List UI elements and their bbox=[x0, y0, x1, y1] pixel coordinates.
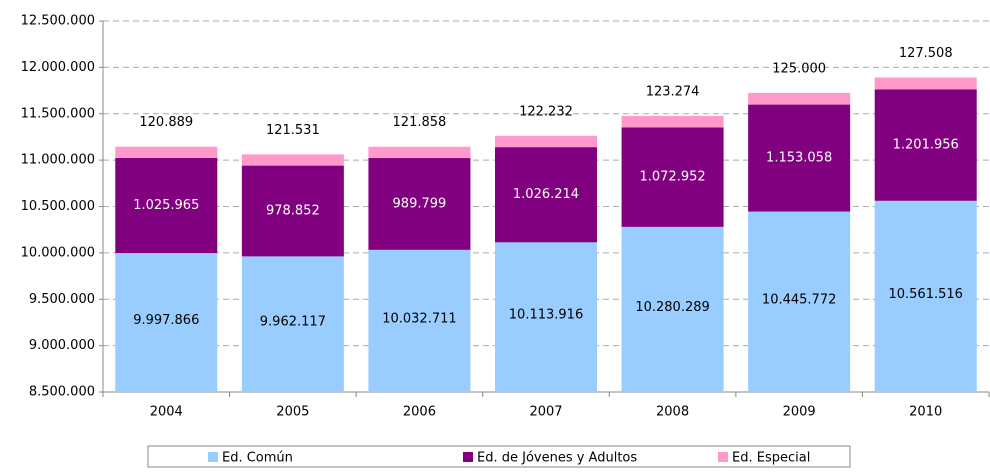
bar-segment bbox=[115, 253, 218, 392]
value-label: 127.508 bbox=[899, 46, 953, 61]
value-label: 10.113.916 bbox=[509, 308, 583, 323]
y-tick-label: 9.500.000 bbox=[29, 292, 95, 307]
bar-segment bbox=[241, 154, 344, 166]
bar-segment bbox=[495, 147, 597, 243]
value-label: 1.026.214 bbox=[513, 187, 579, 202]
value-label: 122.232 bbox=[519, 104, 573, 119]
value-label: 121.531 bbox=[266, 123, 320, 138]
value-label: 10.032.711 bbox=[382, 311, 456, 326]
y-tick-label: 11.000.000 bbox=[21, 153, 95, 168]
bar-segment bbox=[748, 211, 851, 392]
value-label: 9.997.866 bbox=[133, 313, 199, 328]
y-tick-label: 12.000.000 bbox=[21, 60, 95, 75]
bar-segment bbox=[874, 200, 977, 392]
bar-segment bbox=[115, 157, 218, 254]
value-label: 10.445.772 bbox=[762, 292, 836, 307]
legend-label: Ed. Especial bbox=[732, 451, 810, 466]
value-label: 978.852 bbox=[266, 203, 320, 218]
y-tick-label: 8.500.000 bbox=[29, 385, 95, 400]
legend-swatch bbox=[718, 452, 728, 462]
value-label: 989.799 bbox=[393, 196, 447, 211]
bar-segment bbox=[368, 146, 471, 159]
x-tick-label: 2005 bbox=[276, 405, 309, 420]
bar-segment bbox=[748, 104, 851, 212]
bar-segment bbox=[874, 77, 977, 90]
value-label: 9.962.117 bbox=[260, 315, 326, 330]
value-label: 121.858 bbox=[393, 115, 447, 130]
bar-segment bbox=[621, 226, 724, 392]
bar-segment bbox=[874, 89, 977, 201]
bar-segment bbox=[495, 135, 597, 148]
x-tick-label: 2004 bbox=[150, 405, 183, 420]
bar-segment bbox=[495, 242, 597, 392]
legend-label: Ed. de Jóvenes y Adultos bbox=[477, 451, 637, 466]
legend-swatch bbox=[208, 452, 218, 462]
x-tick-label: 2009 bbox=[783, 405, 816, 420]
value-label: 123.274 bbox=[646, 84, 700, 99]
x-tick-label: 2008 bbox=[656, 405, 689, 420]
bar-segment bbox=[241, 165, 344, 257]
bar-segment bbox=[368, 158, 471, 250]
y-tick-label: 10.000.000 bbox=[21, 245, 95, 260]
value-label: 10.280.289 bbox=[635, 300, 709, 315]
x-tick-label: 2007 bbox=[529, 405, 562, 420]
x-tick-label: 2010 bbox=[909, 405, 942, 420]
value-label: 1.153.058 bbox=[766, 151, 832, 166]
bar-segment bbox=[115, 146, 218, 158]
y-tick-label: 10.500.000 bbox=[21, 199, 95, 214]
value-label: 125.000 bbox=[772, 61, 826, 76]
value-label: 1.201.956 bbox=[893, 138, 959, 153]
y-tick-label: 11.500.000 bbox=[21, 106, 95, 121]
value-label: 1.072.952 bbox=[639, 170, 705, 185]
bar-segment bbox=[621, 127, 724, 227]
bar-segment bbox=[241, 256, 344, 392]
bar-segment bbox=[621, 115, 724, 128]
value-label: 10.561.516 bbox=[888, 287, 962, 302]
legend-box bbox=[147, 445, 851, 468]
bar-segment bbox=[748, 92, 851, 105]
y-tick-label: 9.000.000 bbox=[29, 338, 95, 353]
bar-segment bbox=[368, 249, 471, 392]
value-label: 1.025.965 bbox=[133, 198, 199, 213]
value-label: 120.889 bbox=[139, 115, 193, 130]
y-tick-label: 12.500.000 bbox=[21, 14, 95, 29]
x-tick-label: 2006 bbox=[403, 405, 436, 420]
legend-swatch bbox=[463, 452, 473, 462]
legend-label: Ed. Común bbox=[222, 451, 293, 466]
